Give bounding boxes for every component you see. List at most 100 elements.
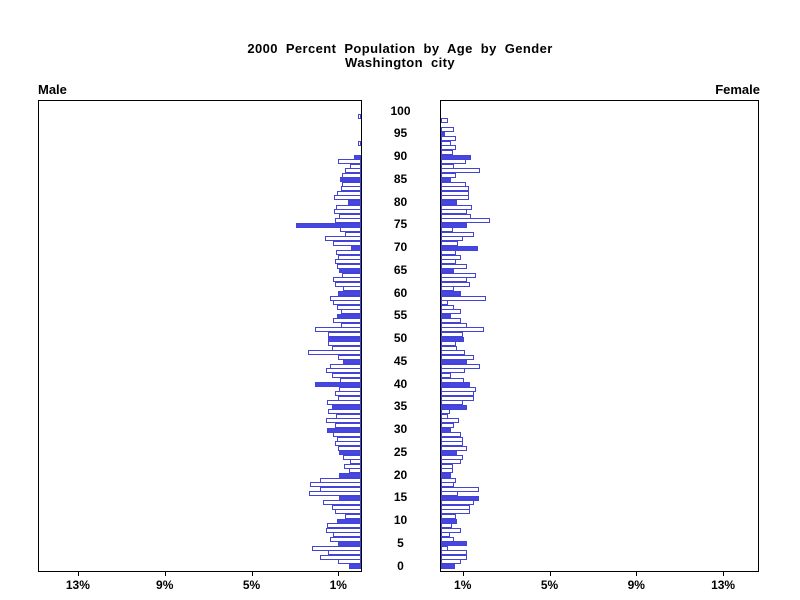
female-bar	[441, 504, 470, 510]
male-bar	[335, 218, 361, 224]
female-bar	[441, 204, 472, 210]
female-bar	[441, 482, 454, 488]
female-bar	[441, 300, 448, 306]
female-bar	[441, 409, 450, 415]
male-bar	[345, 513, 361, 519]
age-tick-label: 75	[393, 217, 408, 232]
male-bar	[328, 341, 361, 347]
female-bar	[441, 545, 448, 551]
age-tick-label: 30	[393, 422, 408, 436]
female-bar	[441, 259, 456, 265]
male-bar	[344, 463, 361, 469]
female-bar	[441, 245, 478, 251]
percent-tick-label: 1%	[454, 578, 472, 592]
female-bar	[441, 463, 453, 469]
male-bar	[315, 382, 361, 387]
male-bar	[327, 523, 361, 529]
female-bar	[441, 309, 461, 315]
female-bar	[441, 350, 465, 356]
male-bar	[354, 154, 361, 160]
male-bar	[326, 418, 361, 424]
female-bar	[441, 395, 474, 401]
percent-tick	[338, 571, 340, 576]
male-bar	[330, 295, 361, 301]
male-bar	[339, 386, 361, 392]
female-bar	[441, 304, 454, 310]
male-bar	[338, 354, 361, 360]
age-tick-label: 90	[393, 149, 408, 163]
age-tick-label: 5	[397, 535, 404, 550]
male-bar	[312, 545, 361, 551]
percent-tick	[549, 571, 551, 576]
male-bar	[315, 327, 361, 333]
male-bar	[323, 500, 361, 506]
male-bar	[330, 363, 361, 369]
female-bar	[441, 336, 464, 342]
female-bar	[441, 154, 471, 160]
female-bar	[441, 159, 466, 165]
male-bar	[327, 400, 361, 406]
female-bar	[441, 231, 474, 237]
female-bar	[441, 423, 454, 428]
male-bar	[345, 168, 361, 174]
female-bar	[441, 532, 450, 538]
female-bar	[441, 222, 467, 228]
male-bar	[334, 209, 361, 215]
age-tick-label: 70	[393, 240, 408, 254]
age-tick-label: 25	[393, 444, 408, 459]
female-bar	[441, 345, 457, 351]
male-bar	[348, 200, 361, 205]
male-bar	[332, 372, 361, 378]
female-bar	[441, 263, 467, 269]
male-bar	[335, 259, 361, 265]
female-bar	[441, 559, 461, 565]
female-bar	[441, 523, 452, 529]
male-bar	[309, 491, 361, 497]
female-bar	[441, 163, 454, 169]
female-bar	[441, 145, 456, 151]
age-tick-label: 40	[393, 376, 408, 391]
male-bar	[328, 336, 361, 342]
female-bar	[441, 418, 459, 424]
female-bar	[441, 372, 451, 378]
percent-tick-label: 1%	[329, 578, 347, 592]
female-bar	[441, 322, 467, 328]
male-bar	[328, 550, 361, 556]
female-bar	[441, 186, 469, 192]
female-bar	[441, 236, 463, 242]
percent-tick	[462, 571, 464, 576]
male-bar	[338, 159, 361, 165]
male-bar	[338, 559, 361, 565]
age-tick-label: 95	[393, 126, 408, 141]
female-bar	[441, 332, 463, 337]
male-bar	[333, 318, 361, 324]
male-panel-label: Male	[38, 82, 67, 97]
female-bar	[441, 432, 461, 438]
percent-tick	[636, 571, 638, 576]
female-bar	[441, 281, 470, 287]
male-bar	[320, 486, 361, 492]
male-bar	[343, 359, 361, 365]
female-bar	[441, 149, 453, 155]
age-tick-label: 100	[390, 103, 411, 118]
male-bar	[335, 391, 361, 397]
male-bar	[327, 427, 361, 433]
male-bar	[336, 250, 361, 256]
female-bar	[441, 354, 474, 360]
percent-tick-label: 5%	[242, 578, 261, 592]
male-bar	[333, 240, 361, 246]
female-bar	[441, 404, 467, 410]
female-bar	[441, 554, 467, 560]
female-bar	[441, 427, 451, 433]
female-bar	[441, 536, 454, 542]
male-bar	[335, 423, 361, 428]
male-bar	[338, 291, 361, 296]
female-bar	[441, 400, 463, 406]
male-bar	[339, 495, 361, 501]
female-bar	[441, 363, 480, 369]
percent-tick	[164, 571, 166, 576]
male-bar	[340, 177, 361, 183]
female-bar	[441, 218, 490, 224]
female-bar	[441, 341, 456, 347]
percent-tick-label: 5%	[540, 578, 559, 592]
